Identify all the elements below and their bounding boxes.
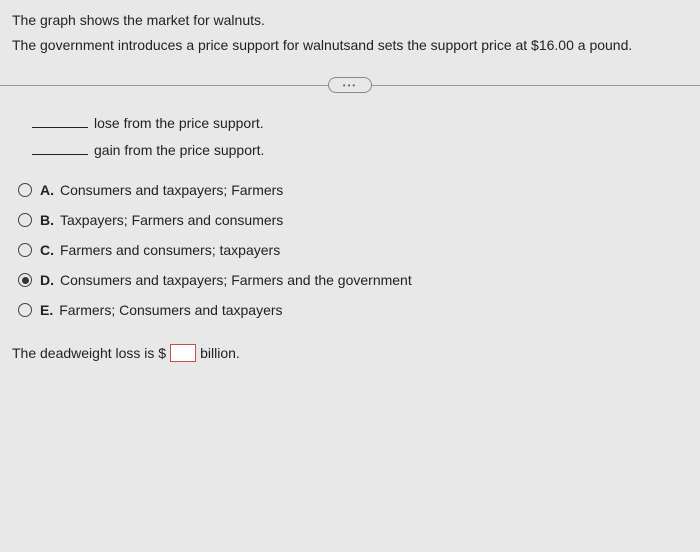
dots-icon: ••• — [343, 81, 357, 90]
expand-pill-button[interactable]: ••• — [328, 77, 372, 93]
option-text: Taxpayers; Farmers and consumers — [60, 212, 283, 228]
option-letter: A. — [40, 182, 54, 198]
radio-c[interactable] — [18, 243, 32, 257]
option-text: Consumers and taxpayers; Farmers and the… — [60, 272, 412, 288]
fill-line-gain: gain from the price support. — [32, 141, 688, 158]
gain-text: gain from the price support. — [94, 142, 264, 158]
dwl-input[interactable] — [170, 344, 196, 362]
option-d[interactable]: D. Consumers and taxpayers; Farmers and t… — [18, 272, 688, 288]
option-b[interactable]: B. Taxpayers; Farmers and consumers — [18, 212, 688, 228]
deadweight-loss-line: The deadweight loss is $ billion. — [0, 332, 700, 362]
lose-text: lose from the price support. — [94, 115, 264, 131]
dwl-prefix: The deadweight loss is $ — [12, 345, 166, 361]
option-c[interactable]: C. Farmers and consumers; taxpayers — [18, 242, 688, 258]
intro-line-1: The graph shows the market for walnuts. — [12, 10, 688, 31]
section-divider: ••• — [0, 74, 700, 96]
radio-b[interactable] — [18, 213, 32, 227]
radio-e[interactable] — [18, 303, 32, 317]
mc-options: A. Consumers and taxpayers; Farmers B. Tax… — [0, 168, 700, 318]
option-letter: E. — [40, 302, 53, 318]
option-text: Farmers; Consumers and taxpayers — [59, 302, 282, 318]
option-letter: C. — [40, 242, 54, 258]
option-a[interactable]: A. Consumers and taxpayers; Farmers — [18, 182, 688, 198]
blank-lose — [32, 114, 88, 128]
fill-line-lose: lose from the price support. — [32, 114, 688, 131]
blank-gain — [32, 141, 88, 155]
option-text: Consumers and taxpayers; Farmers — [60, 182, 283, 198]
option-letter: D. — [40, 272, 54, 288]
question-intro: The graph shows the market for walnuts. … — [0, 0, 700, 74]
fill-in-blanks: lose from the price support. gain from t… — [0, 114, 700, 158]
intro-line-2: The government introduces a price suppor… — [12, 35, 688, 56]
option-letter: B. — [40, 212, 54, 228]
option-e[interactable]: E. Farmers; Consumers and taxpayers — [18, 302, 688, 318]
radio-d[interactable] — [18, 273, 32, 287]
radio-a[interactable] — [18, 183, 32, 197]
dwl-suffix: billion. — [200, 345, 240, 361]
option-text: Farmers and consumers; taxpayers — [60, 242, 280, 258]
